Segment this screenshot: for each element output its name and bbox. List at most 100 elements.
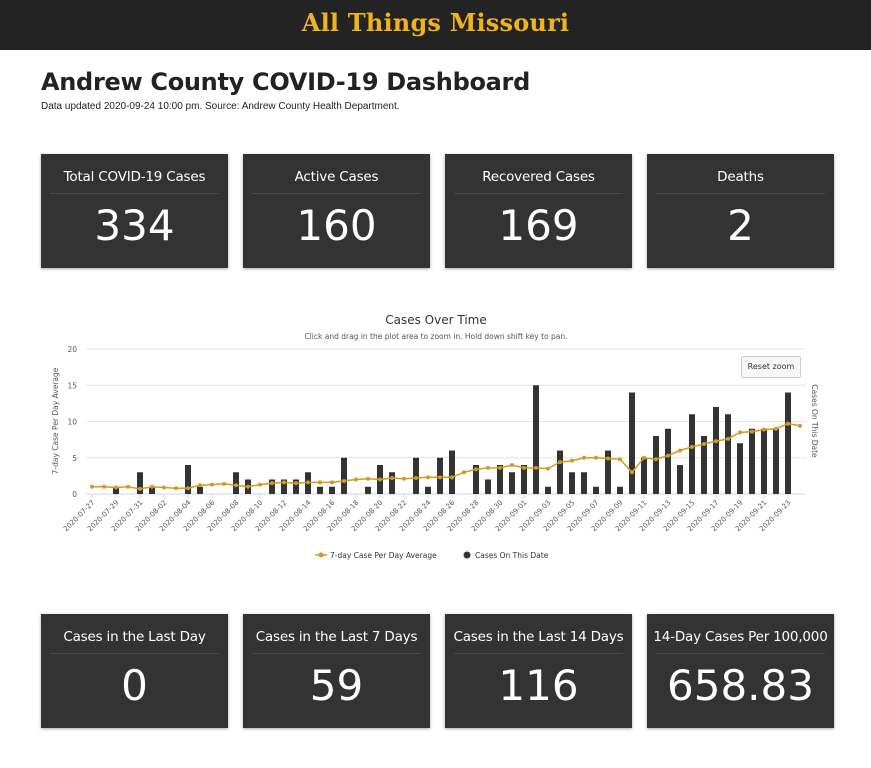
average-line bbox=[90, 421, 802, 491]
card-value: 116 bbox=[498, 661, 579, 710]
chart-legend[interactable]: 7-day Case Per Day Average Cases On This … bbox=[315, 551, 549, 560]
card-label: Cases in the Last 14 Days bbox=[453, 629, 624, 645]
case-bar bbox=[713, 407, 719, 494]
deaths-card: Deaths 2 bbox=[647, 154, 834, 268]
case-bar bbox=[749, 428, 755, 494]
average-point bbox=[174, 486, 178, 491]
legend-item-average[interactable]: 7-day Case Per Day Average bbox=[315, 551, 437, 560]
cases-over-time-chart[interactable]: Cases Over Time Click and drag in the pl… bbox=[41, 305, 831, 575]
last-7-days-card: Cases in the Last 7 Days 59 bbox=[243, 614, 430, 728]
grid-lines bbox=[86, 348, 806, 495]
last-14-days-card: Cases in the Last 14 Days 116 bbox=[445, 614, 632, 728]
average-point bbox=[198, 483, 202, 488]
site-brand[interactable]: All Things Missouri bbox=[301, 8, 570, 37]
case-bar bbox=[329, 486, 335, 494]
average-point bbox=[210, 482, 214, 487]
card-label: 14-Day Cases Per 100,000 bbox=[653, 629, 828, 645]
data-updated-note: Data updated 2020-09-24 10:00 pm. Source… bbox=[41, 101, 400, 112]
average-point bbox=[186, 486, 190, 491]
average-point bbox=[606, 456, 610, 461]
card-divider bbox=[252, 193, 421, 194]
average-point bbox=[438, 475, 442, 480]
average-point bbox=[726, 436, 730, 441]
case-bar bbox=[269, 479, 275, 494]
case-bar bbox=[629, 392, 635, 494]
case-bar bbox=[725, 414, 731, 494]
y-tick-labels: 0 5 10 15 20 bbox=[67, 345, 77, 499]
case-bar bbox=[785, 392, 791, 494]
legend-line-marker bbox=[318, 552, 324, 558]
average-point bbox=[762, 427, 766, 432]
average-point bbox=[102, 484, 106, 489]
average-point bbox=[342, 478, 346, 483]
card-divider bbox=[252, 653, 421, 654]
card-divider bbox=[50, 653, 219, 654]
average-point bbox=[486, 465, 490, 470]
reset-zoom-button[interactable]: Reset zoom bbox=[741, 356, 801, 378]
case-bar bbox=[293, 479, 299, 494]
average-point bbox=[414, 476, 418, 481]
case-bar bbox=[425, 486, 431, 494]
average-point bbox=[702, 441, 706, 446]
average-point bbox=[450, 475, 454, 480]
average-point bbox=[126, 484, 130, 489]
legend-label: 7-day Case Per Day Average bbox=[330, 551, 437, 560]
case-bar bbox=[317, 486, 323, 494]
average-point bbox=[114, 485, 118, 490]
card-divider bbox=[454, 653, 623, 654]
average-point bbox=[714, 439, 718, 444]
case-bar bbox=[617, 486, 623, 494]
case-bar bbox=[449, 450, 455, 494]
average-point bbox=[474, 467, 478, 472]
average-point bbox=[594, 455, 598, 460]
case-bar bbox=[533, 385, 539, 494]
card-label: Deaths bbox=[717, 169, 764, 185]
legend-item-cases[interactable]: Cases On This Date bbox=[463, 551, 549, 560]
case-bar bbox=[365, 486, 371, 494]
case-bar bbox=[545, 486, 551, 494]
average-point bbox=[498, 465, 502, 470]
case-bar bbox=[569, 472, 575, 494]
card-value: 59 bbox=[309, 661, 364, 710]
case-bar bbox=[581, 472, 587, 494]
y-tick-label: 5 bbox=[72, 454, 77, 463]
average-point bbox=[222, 481, 226, 486]
average-point bbox=[738, 430, 742, 435]
average-point bbox=[150, 484, 154, 489]
y-tick-label: 15 bbox=[67, 381, 77, 390]
card-value: 0 bbox=[121, 661, 148, 710]
average-point bbox=[366, 476, 370, 481]
case-bar bbox=[473, 465, 479, 494]
x-tick-labels: 2020-07-272020-07-292020-07-312020-08-02… bbox=[62, 494, 792, 533]
case-bar bbox=[701, 436, 707, 494]
average-point bbox=[306, 480, 310, 485]
case-bar bbox=[653, 436, 659, 494]
average-point bbox=[318, 480, 322, 485]
case-bar bbox=[521, 465, 527, 494]
average-line-path bbox=[92, 422, 801, 490]
average-point bbox=[690, 444, 694, 449]
case-bar bbox=[509, 472, 515, 494]
case-bar bbox=[233, 472, 239, 494]
case-bar bbox=[557, 450, 563, 494]
case-bar bbox=[593, 486, 599, 494]
card-value: 169 bbox=[498, 201, 579, 250]
case-bar bbox=[689, 414, 695, 494]
card-label: Total COVID-19 Cases bbox=[63, 169, 206, 185]
card-divider bbox=[656, 193, 825, 194]
case-bar bbox=[185, 465, 191, 494]
average-point bbox=[654, 457, 658, 462]
card-label: Recovered Cases bbox=[482, 169, 595, 185]
case-bar bbox=[641, 457, 647, 494]
case-bar bbox=[485, 479, 491, 494]
cases-per-100k-card: 14-Day Cases Per 100,000 658.83 bbox=[647, 614, 834, 728]
case-bar bbox=[773, 428, 779, 494]
average-point bbox=[522, 465, 526, 470]
case-bar bbox=[761, 428, 767, 494]
case-bar bbox=[389, 472, 395, 494]
active-cases-card: Active Cases 160 bbox=[243, 154, 430, 268]
average-point bbox=[558, 460, 562, 465]
average-point bbox=[390, 476, 394, 481]
chart-canvas[interactable]: Cases Over Time Click and drag in the pl… bbox=[41, 305, 831, 575]
card-value: 658.83 bbox=[667, 661, 814, 710]
